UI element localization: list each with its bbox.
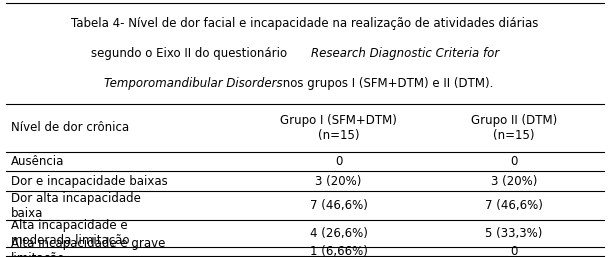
Text: Grupo II (DTM)
(n=15): Grupo II (DTM) (n=15) (471, 114, 557, 142)
Text: Ausência: Ausência (11, 155, 65, 168)
Text: 0: 0 (335, 155, 342, 168)
Text: Tabela 4- Nível de dor facial e incapacidade na realização de atividades diárias: Tabela 4- Nível de dor facial e incapaci… (71, 17, 539, 30)
Text: 4 (26,6%): 4 (26,6%) (310, 227, 367, 240)
Text: 7 (46,6%): 7 (46,6%) (485, 199, 543, 212)
Text: Research Diagnostic Criteria for: Research Diagnostic Criteria for (312, 48, 500, 60)
Text: 0: 0 (510, 245, 518, 257)
Text: 3 (20%): 3 (20%) (315, 175, 362, 188)
Text: 7 (46,6%): 7 (46,6%) (310, 199, 367, 212)
Text: Nível de dor crônica: Nível de dor crônica (11, 121, 129, 134)
Text: Grupo I (SFM+DTM)
(n=15): Grupo I (SFM+DTM) (n=15) (280, 114, 397, 142)
Text: nos grupos I (SFM+DTM) e II (DTM).: nos grupos I (SFM+DTM) e II (DTM). (279, 77, 493, 90)
Text: Temporomandibular Disorders: Temporomandibular Disorders (104, 77, 282, 90)
Text: Dor e incapacidade baixas: Dor e incapacidade baixas (11, 175, 168, 188)
Text: 3 (20%): 3 (20%) (490, 175, 537, 188)
Text: Alta incapacidade e
moderada limitação: Alta incapacidade e moderada limitação (11, 219, 129, 247)
Text: 5 (33,3%): 5 (33,3%) (485, 227, 543, 240)
Text: segundo o Eixo II do questionário: segundo o Eixo II do questionário (91, 48, 290, 60)
Text: 1 (6,66%): 1 (6,66%) (310, 245, 367, 257)
Text: Dor alta incapacidade
baixa: Dor alta incapacidade baixa (11, 192, 141, 219)
Text: 0: 0 (510, 155, 518, 168)
Text: Alta incapacidade e grave
limitação: Alta incapacidade e grave limitação (11, 237, 165, 257)
